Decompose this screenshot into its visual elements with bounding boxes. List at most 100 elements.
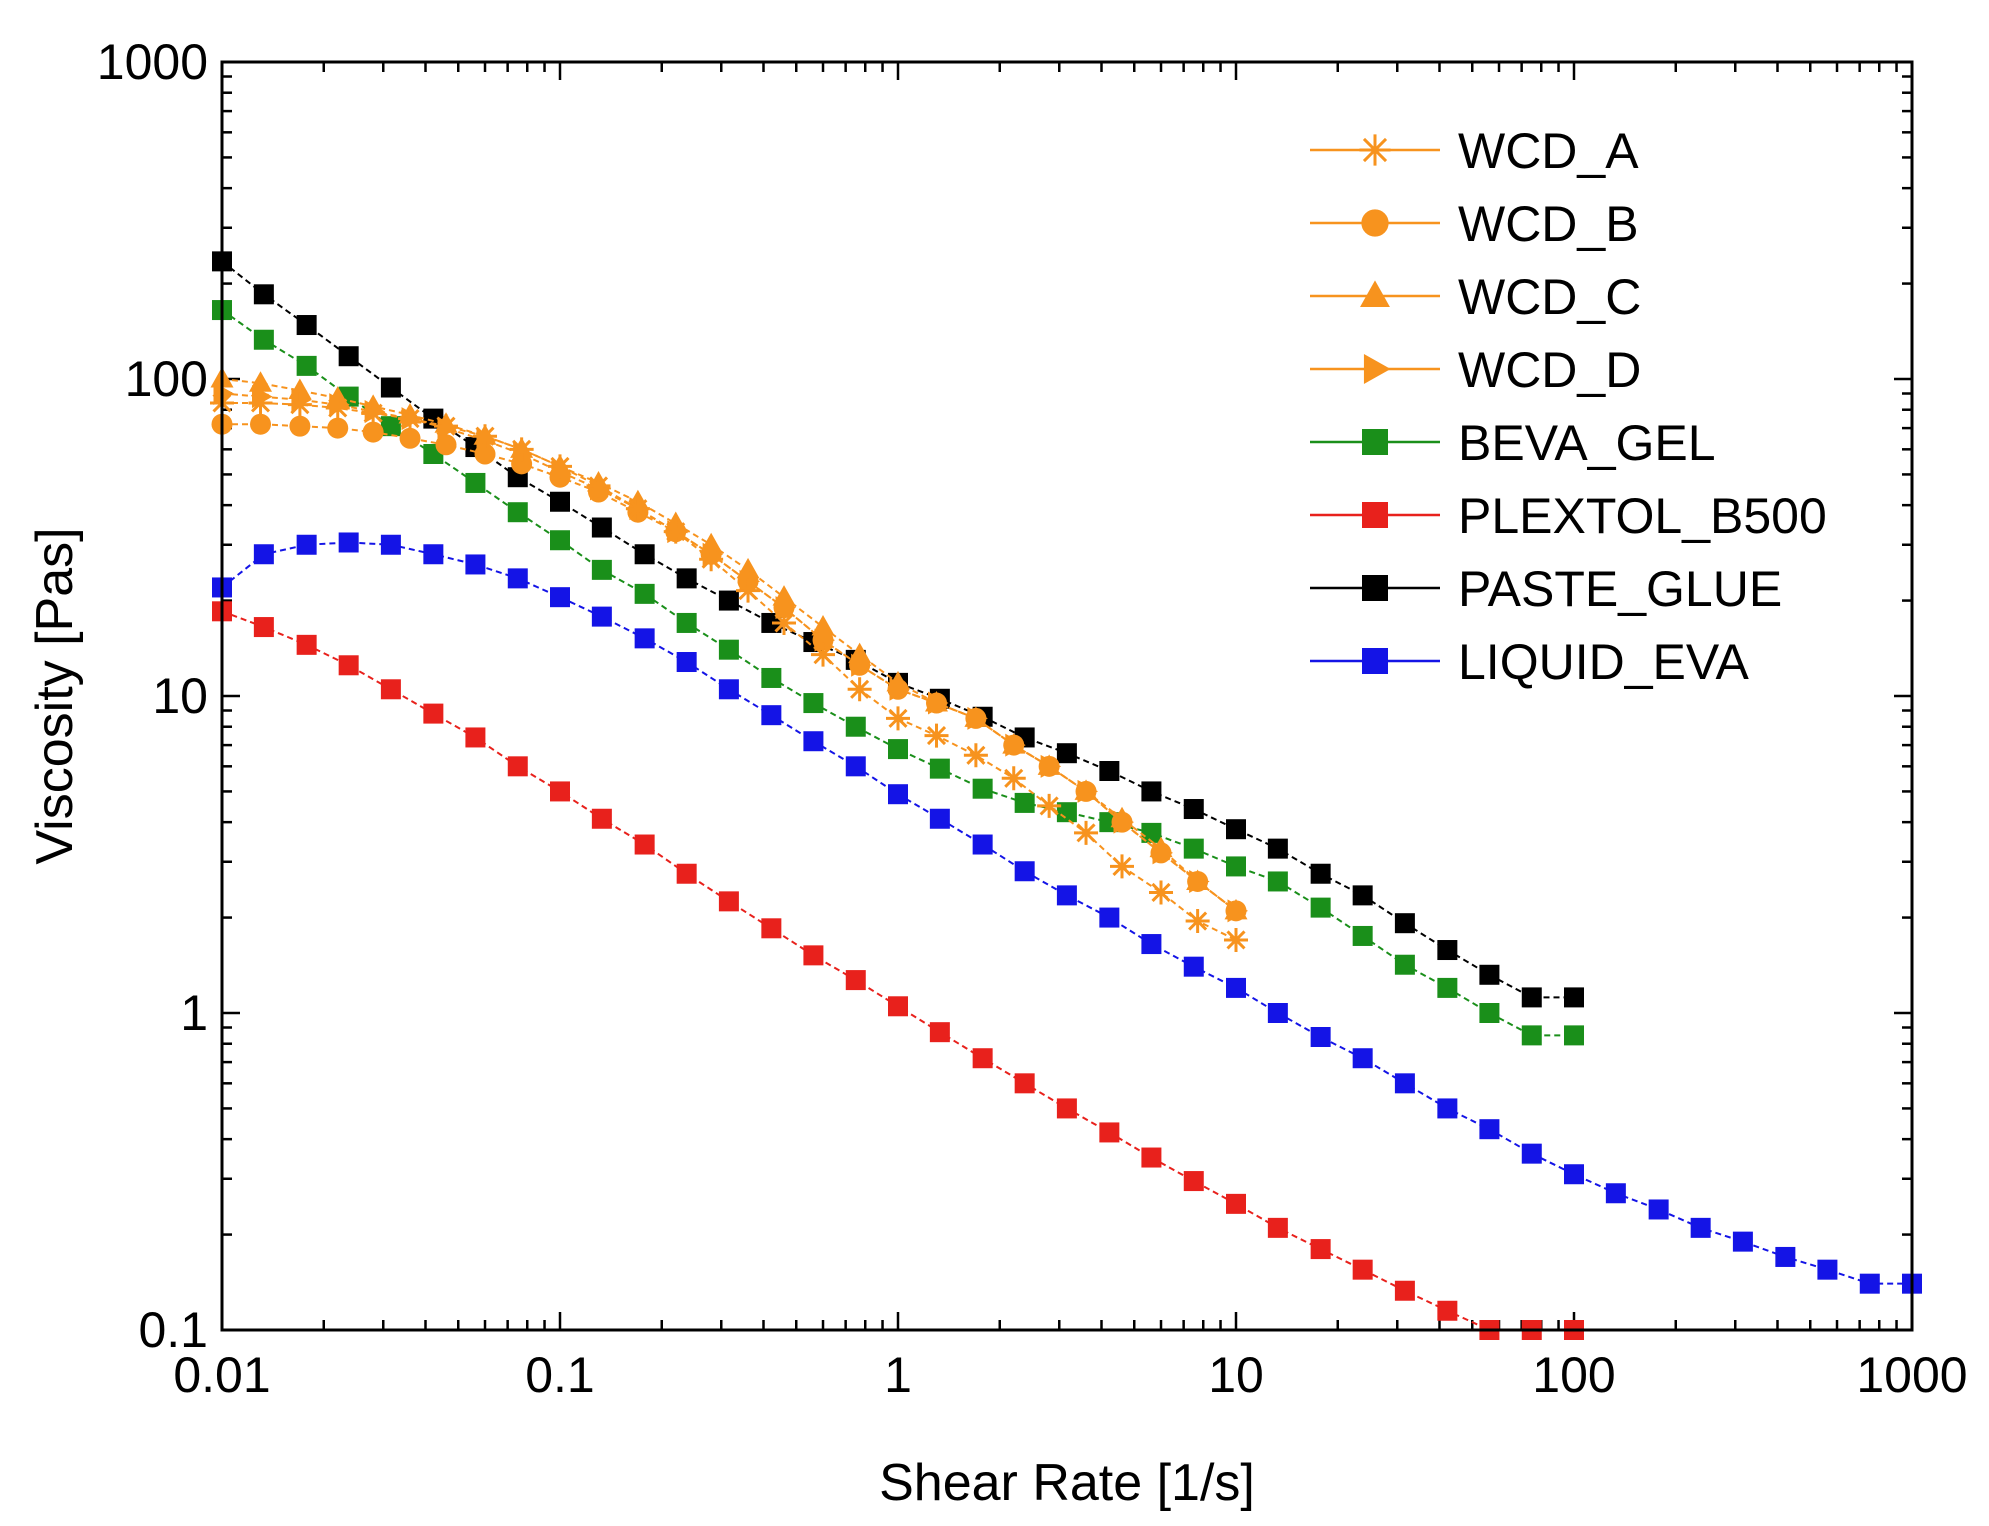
legend-label: LIQUID_EVA [1458, 634, 1749, 690]
data-point [435, 434, 457, 456]
data-point [1150, 842, 1172, 864]
data-point [676, 612, 697, 633]
data-point [338, 346, 359, 367]
data-point [1187, 870, 1209, 892]
x-tick-label: 1000 [1856, 1347, 1967, 1403]
data-point [1099, 1122, 1120, 1143]
data-point [718, 679, 739, 700]
data-point [380, 679, 401, 700]
data-point [1605, 1183, 1626, 1204]
data-point [253, 329, 274, 350]
data-point [287, 392, 312, 417]
data-point [550, 781, 570, 802]
data-point [929, 808, 950, 829]
data-point [1149, 880, 1174, 905]
data-point [1310, 1239, 1331, 1260]
data-point [1226, 1193, 1246, 1214]
data-point [507, 568, 528, 589]
data-point [338, 532, 359, 553]
data-point [972, 1048, 993, 1069]
legend-marker [1360, 280, 1390, 308]
data-point [1056, 743, 1077, 764]
legend-marker [1363, 354, 1391, 384]
data-point [423, 544, 444, 565]
data-point [465, 554, 486, 575]
legend-marker [1362, 648, 1388, 674]
data-point [434, 414, 459, 439]
data-point [399, 427, 421, 449]
legend-item: WCD_A [1310, 123, 1639, 179]
data-point [1074, 820, 1099, 845]
data-point [1001, 766, 1026, 791]
legend-marker [1361, 209, 1389, 237]
data-point [676, 568, 697, 589]
data-point [811, 615, 835, 636]
data-point [1394, 913, 1415, 934]
data-point [423, 703, 444, 724]
data-point [1479, 1119, 1500, 1140]
y-tick-label: 1000 [97, 34, 208, 90]
data-point [1183, 838, 1204, 859]
data-point [803, 945, 824, 966]
data-point [1437, 1300, 1458, 1321]
x-tick-label: 1 [884, 1347, 912, 1403]
data-point [296, 355, 317, 376]
data-point [1521, 1025, 1542, 1046]
data-point [1352, 885, 1373, 906]
data-point [550, 530, 570, 551]
data-point [929, 1022, 950, 1043]
data-point [847, 677, 872, 702]
data-point [888, 996, 908, 1017]
legend-label: BEVA_GEL [1458, 415, 1716, 471]
data-point [1141, 934, 1162, 955]
data-point [1038, 755, 1060, 777]
data-point [812, 629, 834, 651]
data-point [1352, 1048, 1373, 1069]
data-point [811, 642, 836, 667]
data-point [362, 421, 384, 443]
data-point [1225, 900, 1247, 922]
legend-item: WCD_C [1310, 269, 1641, 325]
data-point [465, 472, 486, 493]
data-point [625, 496, 650, 521]
data-point [634, 583, 655, 604]
data-point [1056, 1098, 1077, 1119]
data-point [1141, 1147, 1162, 1168]
data-point [1394, 1280, 1415, 1301]
data-point [591, 517, 612, 538]
data-point [591, 559, 612, 580]
data-point [327, 417, 349, 439]
data-point [1099, 760, 1120, 781]
legend-label: WCD_D [1458, 342, 1641, 398]
data-point [888, 784, 908, 805]
data-point [1183, 799, 1204, 820]
series-liquid-eva [212, 532, 1922, 1294]
data-point [1690, 1217, 1711, 1238]
data-point [972, 778, 993, 799]
series-line [222, 402, 1237, 941]
data-point [1479, 1003, 1500, 1023]
data-point [1226, 819, 1246, 840]
data-point [718, 639, 739, 660]
y-tick-label: 1 [180, 985, 208, 1041]
legend-label: WCD_C [1458, 269, 1641, 325]
data-point [963, 743, 988, 768]
data-point [1817, 1259, 1838, 1280]
data-point [1075, 780, 1097, 802]
data-point [1003, 734, 1025, 756]
data-point [1437, 940, 1458, 961]
data-point [718, 891, 739, 912]
data-point [1056, 802, 1077, 823]
x-tick-label: 0.1 [525, 1347, 595, 1403]
data-point [296, 315, 317, 336]
data-point [1564, 1164, 1584, 1185]
data-point [1267, 1217, 1288, 1238]
series-line [221, 378, 1237, 912]
data-point [1648, 1199, 1669, 1220]
data-point [1224, 927, 1248, 952]
data-point [845, 970, 866, 991]
data-point [888, 739, 908, 760]
y-tick-label: 0.1 [138, 1302, 208, 1358]
data-point [761, 705, 782, 726]
